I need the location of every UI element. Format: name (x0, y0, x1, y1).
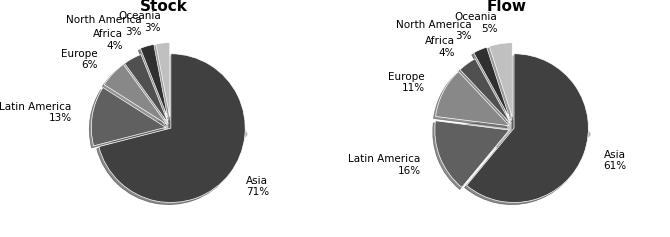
Wedge shape (105, 64, 167, 125)
Text: North America
3%: North America 3% (66, 15, 141, 37)
Ellipse shape (98, 121, 247, 147)
Wedge shape (125, 55, 168, 123)
Text: Asia
61%: Asia 61% (604, 150, 626, 171)
Text: Europe
11%: Europe 11% (388, 72, 425, 93)
Wedge shape (474, 47, 510, 118)
Text: Latin America
13%: Latin America 13% (0, 102, 72, 123)
Text: Oceania
3%: Oceania 3% (118, 11, 161, 33)
Wedge shape (436, 72, 509, 126)
Text: Africa
4%: Africa 4% (92, 29, 123, 51)
Title: Flow: Flow (486, 0, 527, 14)
Text: Africa
4%: Africa 4% (425, 36, 455, 58)
Text: Latin America
16%: Latin America 16% (348, 154, 421, 176)
Title: Stock: Stock (139, 0, 188, 14)
Text: Europe
6%: Europe 6% (61, 49, 98, 70)
Wedge shape (91, 87, 165, 146)
Text: Asia
71%: Asia 71% (246, 176, 269, 197)
Ellipse shape (441, 121, 590, 147)
Wedge shape (435, 121, 509, 187)
Wedge shape (460, 59, 511, 124)
Wedge shape (98, 54, 245, 202)
Text: Oceania
5%: Oceania 5% (455, 12, 497, 34)
Wedge shape (140, 44, 168, 117)
Wedge shape (489, 43, 513, 117)
Wedge shape (156, 43, 170, 117)
Wedge shape (466, 54, 588, 202)
Text: North America
3%: North America 3% (396, 20, 472, 41)
